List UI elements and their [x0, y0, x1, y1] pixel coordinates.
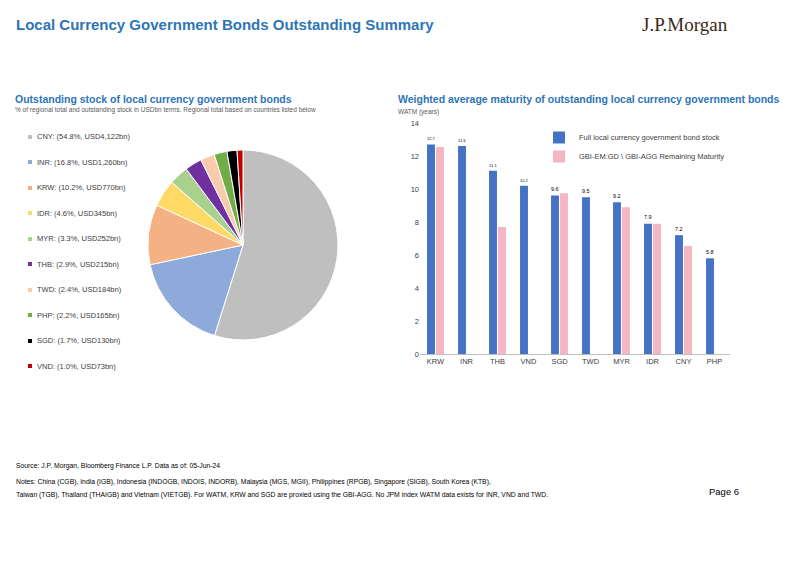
svg-text:12.7: 12.7: [427, 136, 435, 141]
html-text:Page 6: Page 6: [709, 486, 740, 497]
svg-text:MYR: MYR: [613, 357, 630, 366]
html-text:SGD: (1.7%, USD130bn): SGD: (1.7%, USD130bn): [37, 336, 121, 346]
html-text:Local Currency Government Bond: Local Currency Government Bonds Outstand…: [16, 16, 434, 33]
svg-text:THB: THB: [490, 357, 505, 366]
html-text:% of regional total and outsta: % of regional total and outstanding stoc…: [15, 106, 316, 113]
html-text:Taiwan (TGB), Thailand (THAIGB: Taiwan (TGB), Thailand (THAIGB) and Viet…: [16, 491, 549, 498]
svg-text:2: 2: [415, 317, 419, 326]
html-text:Outstanding stock of local cur: Outstanding stock of local currency gove…: [15, 93, 292, 105]
svg-text:9.2: 9.2: [613, 193, 621, 199]
svg-text:12.6: 12.6: [458, 138, 466, 143]
svg-text:GBI-EM:GD \ GBI-AGG Remaining: GBI-EM:GD \ GBI-AGG Remaining Maturity: [579, 152, 724, 161]
svg-text:4: 4: [415, 284, 419, 293]
svg-text:14: 14: [411, 119, 419, 128]
html-text:WATM (years): WATM (years): [398, 108, 440, 115]
svg-text:12: 12: [411, 152, 419, 161]
svg-text:11.1: 11.1: [489, 163, 497, 168]
svg-text:VND: VND: [521, 357, 537, 366]
svg-text:8: 8: [415, 218, 419, 227]
html-text:Notes: China (CGB), India (IGB: Notes: China (CGB), India (IGB), Indones…: [16, 478, 491, 485]
svg-text:TWD: TWD: [582, 357, 600, 366]
svg-text:IDR: IDR: [646, 357, 660, 366]
svg-text:7.2: 7.2: [675, 226, 683, 232]
svg-text:SGD: SGD: [551, 357, 568, 366]
svg-text:9.6: 9.6: [551, 186, 559, 192]
svg-text:10: 10: [411, 185, 419, 194]
html-text:CNY: (54.8%, USD4,122bn): CNY: (54.8%, USD4,122bn): [37, 132, 130, 142]
svg-text:9.5: 9.5: [582, 188, 590, 194]
html-text:Source: J.P. Morgan, Bloomberg: Source: J.P. Morgan, Bloomberg Finance L…: [16, 462, 221, 469]
html-text:TWD: (2.4%, USD184bn): TWD: (2.4%, USD184bn): [37, 285, 122, 295]
html-text:J.P.Morgan: J.P.Morgan: [642, 14, 728, 35]
svg-text:7.9: 7.9: [644, 214, 652, 220]
html-text:INR: (16.8%, USD1,260bn): INR: (16.8%, USD1,260bn): [37, 157, 128, 167]
html-text:IDR: (4.6%, USD345bn): IDR: (4.6%, USD345bn): [37, 208, 117, 218]
html-text:KRW: (10.2%, USD770bn): KRW: (10.2%, USD770bn): [37, 183, 126, 193]
svg-text:0: 0: [415, 350, 419, 359]
svg-text:INR: INR: [460, 357, 474, 366]
html-text:MYR: (3.3%, USD252bn): MYR: (3.3%, USD252bn): [37, 234, 121, 244]
svg-text:5.8: 5.8: [706, 249, 714, 255]
html-text:PHP: (2.2%, USD165bn): PHP: (2.2%, USD165bn): [37, 310, 120, 320]
html-text:VND: (1.0%, USD73bn): VND: (1.0%, USD73bn): [37, 361, 116, 371]
svg-text:6: 6: [415, 251, 419, 260]
html-text:THB: (2.9%, USD215bn): THB: (2.9%, USD215bn): [37, 259, 120, 269]
svg-text:KRW: KRW: [427, 357, 445, 366]
svg-text:10.2: 10.2: [520, 178, 528, 183]
svg-text:CNY: CNY: [676, 357, 692, 366]
svg-text:Full local currency government: Full local currency government bond stoc…: [579, 133, 720, 142]
html-text:Weighted average maturity of o: Weighted average maturity of outstanding…: [398, 93, 780, 105]
svg-text:PHP: PHP: [707, 357, 722, 366]
